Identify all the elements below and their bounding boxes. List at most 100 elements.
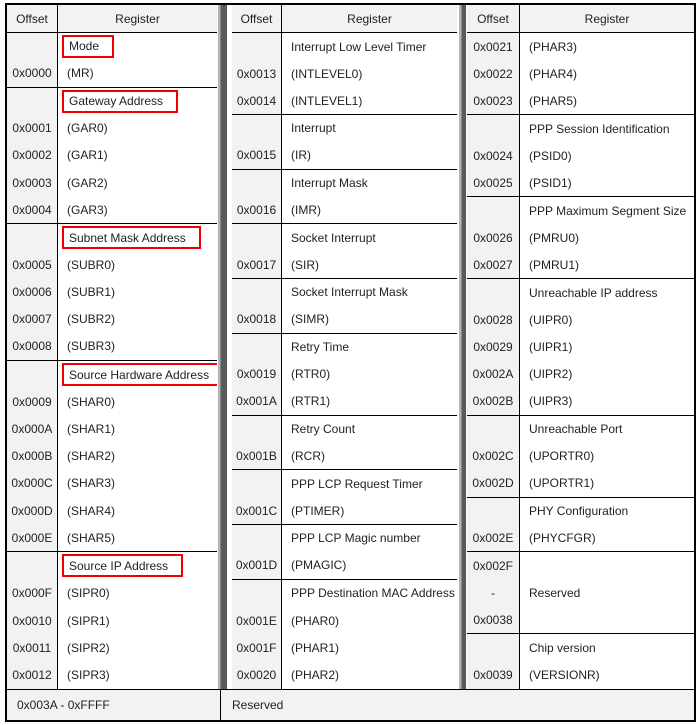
- offset-blank: [467, 279, 519, 306]
- register-name: (RTR1): [291, 394, 331, 409]
- offset-cell: 0x0028 0x0029 0x002A 0x002B: [467, 279, 520, 415]
- register-group-label: Socket Interrupt Mask: [291, 285, 408, 300]
- register-name: (SIR): [291, 257, 319, 272]
- register-group: 0x0001 0x0002 0x0003 0x0004 Gateway Address (…: [7, 87, 217, 225]
- offset-cell: 0x0024 0x0025: [467, 115, 520, 196]
- register-name: (SIPR2): [67, 640, 110, 655]
- register-blocks: 0x0013 0x0014 Interrupt Low Level Timer (IN…: [232, 33, 457, 689]
- offset-blank: [467, 634, 519, 661]
- offset-blank: [7, 33, 57, 60]
- register-group: 0x0009 0x000A 0x000B 0x000C 0x000D 0x000E Sour…: [7, 360, 217, 553]
- offset-cell: 0x0000: [7, 33, 58, 87]
- register-name: (UIPR3): [529, 394, 573, 409]
- offset-cell: 0x0009 0x000A 0x000B 0x000C 0x000D 0x000E: [7, 360, 58, 552]
- offset-value: 0x0007: [12, 312, 52, 327]
- register-name: (SHAR2): [67, 449, 116, 464]
- register-cell: PPP LCP Magic number (PMAGIC): [282, 524, 457, 579]
- register-cell: Socket Interrupt Mask (SIMR): [282, 278, 457, 333]
- register-column-header: Register: [115, 11, 160, 26]
- offset-value: 0x0006: [12, 285, 52, 300]
- offset-cell: 0x0018: [232, 278, 282, 333]
- offset-cell: 0x0021 0x0022 0x0023: [467, 33, 520, 114]
- register-group-label: Socket Interrupt: [291, 230, 376, 245]
- register-group: 0x0013 0x0014 Interrupt Low Level Timer (IN…: [232, 33, 457, 115]
- table-separator-2: [457, 5, 467, 689]
- offset-value: 0x000A: [11, 421, 53, 436]
- register-group-label: Source Hardware Address: [58, 361, 217, 388]
- offset-value: 0x0008: [12, 339, 52, 354]
- offset-value: 0x0004: [12, 202, 52, 217]
- register-group: 0x001E 0x001F 0x0020 PPP Destination MAC Ad…: [232, 579, 457, 689]
- register-cell: Gateway Address (GAR0) (GAR1) (GAR2) (GAR3): [58, 87, 217, 224]
- register-cell: Interrupt (IR): [282, 115, 457, 169]
- offset-value: 0x001E: [236, 613, 277, 628]
- register-name: (INTLEVEL1): [291, 93, 363, 108]
- register-group-label: Unreachable IP address: [529, 285, 658, 300]
- register-name: (UIPR2): [529, 366, 573, 381]
- register-name: (UIPR1): [529, 339, 573, 354]
- offset-cell: 0x0013 0x0014: [232, 33, 282, 114]
- register-group: 0x0015 Interrupt (IR): [232, 115, 457, 170]
- offset-value: 0x001F: [236, 640, 277, 655]
- register-cell: Source Hardware Address (SHAR0) (SHAR1) (SH…: [58, 360, 217, 552]
- offset-value: 0x000B: [11, 449, 53, 464]
- offset-cell: 0x0005 0x0006 0x0007 0x0008: [7, 224, 58, 360]
- footer-offset-range: 0x003A - 0xFFFF: [7, 690, 221, 720]
- register-column-header: Register: [584, 11, 630, 26]
- offset-value: 0x0027: [473, 257, 513, 272]
- register-group: 0x002F - 0x0038 Reserved: [467, 552, 694, 635]
- register-name: (GAR1): [67, 148, 108, 163]
- register-group-label: PHY Configuration: [529, 504, 629, 519]
- offset-blank: [7, 224, 57, 251]
- register-group-label: Mode: [58, 33, 217, 60]
- offset-cell: 0x001B: [232, 415, 282, 470]
- register-group-label: PPP LCP Request Timer: [291, 476, 423, 491]
- register-group-label: Retry Count: [291, 422, 356, 437]
- table-header-row: Offset Register: [232, 5, 457, 33]
- register-group: 0x001B Retry Count (RCR): [232, 415, 457, 471]
- register-cell: Interrupt Low Level Timer (INTLEVEL0) (INT…: [282, 33, 457, 114]
- register-cell: PPP Session Identification (PSID0) (PSID1): [520, 115, 694, 196]
- offset-blank: [7, 361, 57, 388]
- register-group-label: PPP LCP Magic number: [291, 531, 421, 546]
- offset-value: 0x001D: [235, 558, 278, 573]
- register-name: (SHAR5): [67, 530, 116, 545]
- separator-bar-icon: [459, 5, 466, 689]
- offset-blank: [467, 416, 519, 443]
- offset-cell: 0x001E 0x001F 0x0020: [232, 579, 282, 689]
- register-group: 0x002E PHY Configuration (PHYCFGR): [467, 497, 694, 553]
- offset-value: 0x002B: [472, 394, 514, 409]
- register-cell: Retry Count (RCR): [282, 415, 457, 470]
- offset-blank: [232, 580, 281, 607]
- offset-value: 0x002A: [472, 366, 514, 381]
- offset-value: 0x001C: [235, 503, 278, 518]
- register-name: (VERSIONR): [529, 668, 600, 683]
- offset-column-header: Offset: [467, 5, 520, 32]
- register-name: (SUBR3): [67, 339, 116, 354]
- offset-blank: [232, 279, 281, 306]
- offset-value: 0x001B: [236, 448, 277, 463]
- offset-blank: [467, 115, 519, 142]
- register-cell: Retry Time (RTR0) (RTR1): [282, 333, 457, 415]
- offset-blank: [232, 115, 281, 142]
- register-table-2: Offset Register 0x0013 0x0014 Interrupt Low …: [232, 5, 457, 689]
- register-name: (PTIMER): [291, 503, 345, 518]
- register-name: (SIPR1): [67, 613, 110, 628]
- register-name: (SHAR4): [67, 503, 116, 518]
- register-group: 0x0000 Mode (MR): [7, 33, 217, 88]
- register-group-label: Source IP Address: [58, 552, 217, 579]
- offset-value: 0x0016: [236, 202, 277, 217]
- register-name: (SIPR0): [67, 586, 110, 601]
- register-table-1: Offset Register 0x0000 Mode (MR) 0x0001 0x0002…: [7, 5, 217, 689]
- offset-blank: [232, 470, 281, 497]
- register-name: (INTLEVEL0): [291, 66, 363, 81]
- register-name: (PMAGIC): [291, 558, 347, 573]
- offset-cell: 0x0015: [232, 115, 282, 169]
- offset-cell: 0x0019 0x001A: [232, 333, 282, 415]
- offset-value: 0x002D: [472, 476, 514, 491]
- offset-value: 0x0015: [236, 148, 277, 163]
- register-group-label: Interrupt Mask: [291, 176, 368, 191]
- offset-column-header: Offset: [232, 5, 282, 32]
- register-group: 0x0018 Socket Interrupt Mask (SIMR): [232, 278, 457, 334]
- register-group: 0x0039 Chip version (VERSIONR): [467, 634, 694, 689]
